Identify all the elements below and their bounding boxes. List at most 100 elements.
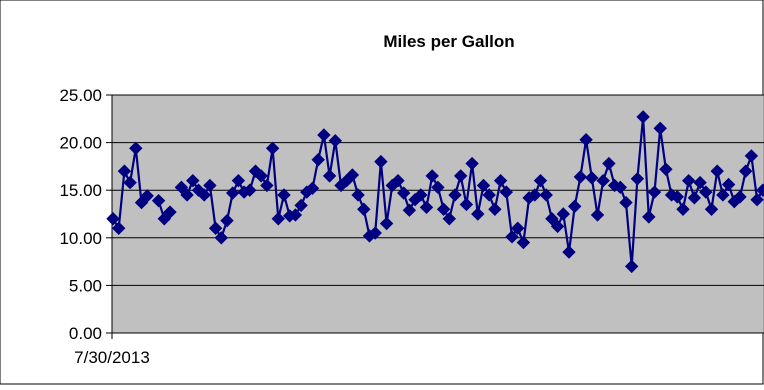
data-point [710, 164, 724, 178]
x-tick-labels: 7/30/2013 [74, 348, 150, 367]
data-point [379, 216, 394, 231]
data-point [129, 141, 143, 156]
data-point [699, 185, 713, 199]
data-point [419, 200, 434, 215]
data-point [163, 205, 177, 219]
data-point [738, 164, 753, 178]
data-point [448, 188, 462, 202]
data-point [636, 110, 650, 124]
data-point [396, 186, 411, 200]
data-point [693, 175, 707, 190]
data-point [106, 212, 120, 226]
y-tick-label: 0.00 [69, 324, 102, 343]
data-point [197, 188, 211, 202]
data-point [596, 173, 610, 188]
data-point [528, 188, 542, 202]
data-point [659, 162, 673, 176]
data-point [414, 188, 428, 202]
data-point [510, 221, 525, 235]
data-point [402, 203, 417, 217]
data-point [499, 185, 514, 199]
data-point [351, 188, 365, 202]
data-point [357, 202, 371, 216]
data-point [123, 175, 137, 190]
data-point [220, 213, 234, 228]
data-point [243, 183, 257, 197]
data-point [471, 207, 485, 221]
data-point [151, 193, 166, 208]
data-point [231, 173, 246, 188]
data-point [516, 235, 531, 250]
data-point [562, 245, 576, 259]
data-point [453, 169, 468, 183]
data-point [111, 221, 126, 235]
data-point [647, 185, 662, 199]
data-point [442, 212, 457, 226]
data-point [681, 173, 696, 188]
data-point [374, 154, 388, 169]
data-point [590, 208, 605, 222]
data-point [203, 178, 217, 193]
data-point [186, 173, 200, 188]
data-point [260, 178, 274, 193]
data-point [670, 190, 685, 204]
data-point [630, 172, 645, 186]
y-tick-label: 20.00 [59, 134, 102, 153]
y-tick-label: 25.00 [59, 86, 102, 105]
data-point [288, 208, 303, 222]
series-markers [106, 110, 764, 274]
data-point [642, 210, 656, 224]
data-point [368, 226, 382, 240]
data-point [482, 188, 496, 202]
data-point [573, 170, 588, 184]
data-point [505, 230, 519, 244]
data-point [436, 202, 451, 216]
data-point [545, 212, 559, 226]
data-point [208, 221, 223, 235]
y-tick-labels: 0.00 5.00 10.00 15.00 20.00 25.00 [59, 86, 102, 343]
data-point [140, 189, 154, 203]
data-point [294, 198, 308, 213]
chart-title: Miles per Gallon [383, 32, 514, 51]
axes [106, 94, 764, 339]
data-point [585, 171, 599, 185]
data-point [459, 197, 474, 212]
data-point [704, 202, 719, 216]
data-point [619, 195, 633, 210]
data-point [579, 133, 593, 147]
data-point [117, 164, 132, 178]
data-point [391, 173, 405, 188]
data-point [550, 219, 565, 234]
data-point [733, 190, 747, 204]
data-point [493, 173, 508, 188]
y-tick-label: 15.00 [59, 181, 102, 200]
data-point [214, 231, 229, 245]
data-point [721, 177, 736, 192]
data-point [716, 188, 730, 202]
data-point [271, 212, 286, 226]
data-point [225, 186, 240, 200]
data-point [425, 169, 439, 183]
data-point [431, 180, 445, 195]
data-point [265, 141, 280, 156]
data-point [476, 178, 491, 193]
data-point [254, 169, 268, 183]
data-point [624, 259, 639, 274]
data-point [676, 202, 690, 216]
data-point [613, 180, 628, 195]
plot-area [111, 94, 764, 334]
data-point [602, 156, 616, 171]
data-point [687, 191, 702, 205]
data-point [653, 121, 667, 136]
data-point [328, 133, 343, 148]
data-point [488, 202, 502, 216]
data-point [465, 156, 479, 171]
data-point [311, 153, 325, 167]
data-point [174, 180, 189, 195]
data-point [277, 188, 291, 202]
data-point [756, 183, 764, 197]
data-point [744, 149, 759, 163]
data-point [556, 207, 571, 221]
y-tick-label: 10.00 [59, 229, 102, 248]
